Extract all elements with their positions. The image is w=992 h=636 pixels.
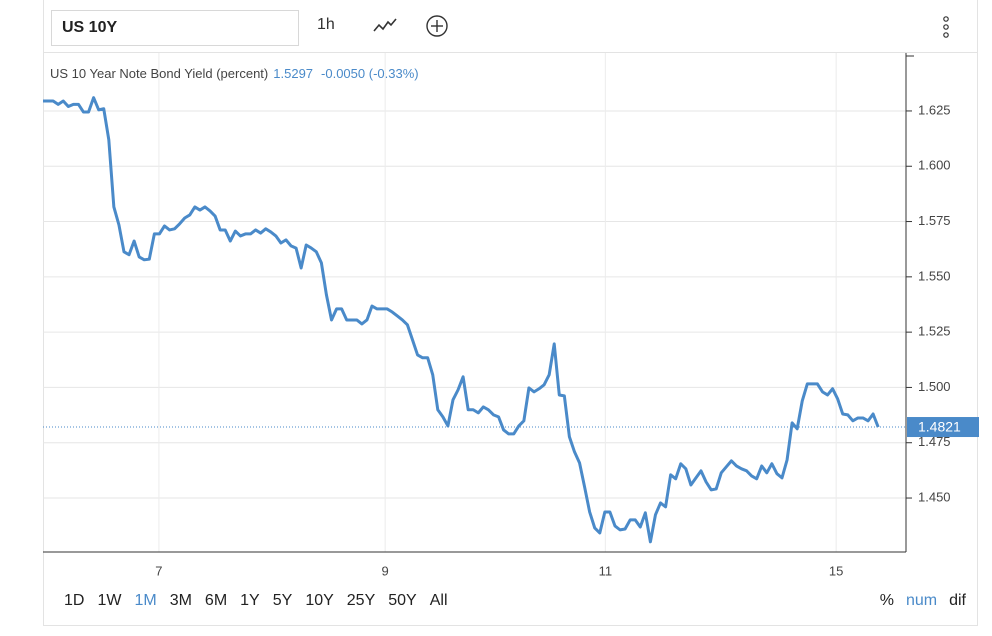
y-tick-label: 1.575 [918, 213, 951, 228]
menu-icon[interactable] [941, 14, 951, 42]
y-tick-label: 1.550 [918, 268, 951, 283]
y-tick-label: 1.600 [918, 158, 951, 173]
mode-button[interactable]: dif [949, 592, 966, 609]
mode-button[interactable]: % [879, 592, 894, 609]
mode-selector: % num dif [868, 592, 966, 610]
range-button[interactable]: 1W [97, 592, 122, 609]
x-tick-label: 7 [155, 563, 162, 578]
range-button[interactable]: 1D [64, 592, 85, 609]
mode-button[interactable]: num [905, 592, 938, 609]
range-button[interactable]: 6M [204, 592, 228, 609]
range-button[interactable]: 1M [134, 592, 157, 609]
toolbar: US 10Y 1h [43, 0, 978, 53]
last-value-box [907, 417, 979, 438]
range-button[interactable]: 50Y [388, 592, 417, 609]
y-tick-label: 1.500 [918, 379, 951, 394]
y-tick-label: 1.450 [918, 489, 951, 504]
range-button[interactable]: 3M [169, 592, 192, 609]
last-value-label: 1.4821 [918, 419, 961, 435]
range-button[interactable]: 5Y [272, 592, 293, 609]
chart: US 10 Year Note Bond Yield (percent) 1.52… [43, 53, 979, 578]
range-button[interactable]: 10Y [305, 592, 334, 609]
interval-button[interactable]: 1h [317, 16, 335, 33]
y-tick-label: 1.475 [918, 434, 951, 449]
symbol-input[interactable]: US 10Y [51, 10, 299, 46]
range-button[interactable]: 1Y [240, 592, 260, 609]
y-tick-label: 1.525 [918, 324, 951, 339]
add-indicator-icon[interactable] [425, 14, 451, 40]
range-button[interactable]: All [429, 592, 448, 609]
chart-type-icon[interactable] [371, 14, 399, 38]
y-tick-label: 1.625 [918, 102, 951, 117]
change: -0.0050 (-0.33%) [321, 66, 419, 81]
price-line [43, 96, 880, 544]
x-tick-label: 15 [829, 563, 843, 578]
x-tick-label: 11 [599, 563, 613, 578]
widget-frame [43, 0, 978, 626]
range-selector: 1D 1W 1M 3M 6M 1Y 5Y 10Y 25Y 50Y All [64, 592, 461, 610]
chart-title: US 10 Year Note Bond Yield (percent) 1.52… [50, 66, 419, 81]
price: 1.5297 [273, 66, 313, 81]
x-tick-label: 9 [382, 563, 389, 578]
range-button[interactable]: 25Y [346, 592, 376, 609]
